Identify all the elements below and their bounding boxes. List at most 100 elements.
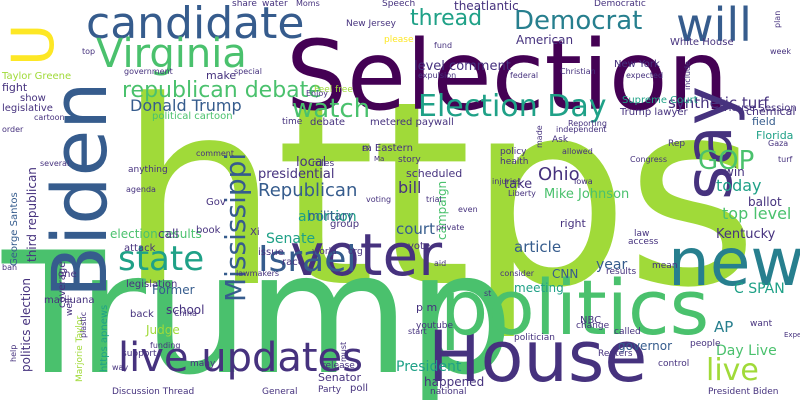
word-senator: Senator <box>318 371 362 384</box>
word-abortion: abortion <box>298 209 357 225</box>
word-speech: Speech <box>382 0 416 9</box>
word-special: special <box>234 67 262 76</box>
word-president-biden: President Biden <box>708 387 779 397</box>
word-republican: Republican <box>258 180 358 201</box>
word-st: st <box>484 289 492 298</box>
word-anything: anything <box>128 165 168 175</box>
word-senate: Senate <box>266 231 316 247</box>
word-back: back <box>130 309 154 320</box>
word-ma: Ma <box>374 155 385 163</box>
word-law: law <box>634 229 650 239</box>
word-debate: debate <box>310 117 346 128</box>
word-several: several <box>40 159 70 168</box>
word-race: race <box>282 257 304 268</box>
word-called: called <box>614 327 641 337</box>
word-metered-paywall: metered paywall <box>370 117 454 128</box>
word-water: water <box>262 0 288 9</box>
word-political-cartoon: political cartoon <box>152 111 233 122</box>
word-gov: Gov <box>206 197 226 208</box>
word-vote: vote <box>408 241 431 252</box>
word-congress: Congress <box>630 155 667 164</box>
word-ask: Ask <box>552 135 569 145</box>
word-presidential: presidential <box>258 167 335 182</box>
word-share: share <box>232 0 257 9</box>
word-kentucky: Kentucky <box>716 227 776 242</box>
word-access: access <box>628 237 659 247</box>
word-nbc: NBC <box>580 315 602 326</box>
word-selection: Selection <box>286 20 729 132</box>
word-enjoy: Enjoy <box>306 89 328 98</box>
word-trump-lawyer: Trump lawyer <box>620 107 688 118</box>
word-voter: voter <box>290 221 443 289</box>
word-lawmakers: lawmakers <box>236 269 280 278</box>
word-win: win <box>724 165 745 179</box>
word-politics-election: politics election <box>19 277 33 372</box>
word-people: people <box>690 339 721 349</box>
word-white-house: White House <box>670 37 734 48</box>
word-ex: Ex <box>362 145 371 153</box>
word-poll: poll <box>350 383 369 394</box>
word-help: help <box>9 344 18 362</box>
word-marijuana: marijuana <box>44 295 95 306</box>
word-https: https <box>118 47 758 344</box>
word-school: school <box>166 303 205 317</box>
word-make: make <box>206 69 237 82</box>
word-level-comment: level comment <box>414 59 511 74</box>
word-politics: politics <box>440 263 710 352</box>
word-even: even <box>458 205 478 214</box>
word-general: General <box>262 387 298 397</box>
word-trial: trial <box>426 195 442 204</box>
word-made: made <box>535 125 544 148</box>
word-change: change <box>576 321 610 331</box>
word-ohio: Ohio <box>538 164 580 185</box>
word-politician: politician <box>514 333 555 343</box>
word-democrat: Democrat <box>514 6 643 36</box>
word-independent: independent <box>556 125 607 134</box>
word-governor: governor <box>618 339 673 353</box>
word-please: please <box>384 35 414 45</box>
word-expected: expected <box>626 71 664 80</box>
word-new: new <box>668 224 800 301</box>
word-issue: issue <box>258 247 284 258</box>
word-legislation: legislation <box>126 279 178 290</box>
word-plastic: plastic <box>79 311 88 338</box>
word-time: time <box>282 117 303 127</box>
word-bill: bill <box>398 178 422 197</box>
word-right: right <box>560 217 586 230</box>
word-court: court <box>396 220 435 238</box>
word-turf: turf <box>778 155 793 164</box>
word-year: year <box>596 257 628 273</box>
word-gaza: Gaza <box>768 139 789 148</box>
word-taylor-greene: Taylor Greene <box>2 71 72 82</box>
word-happened: happened <box>424 375 485 389</box>
word-thread: thread <box>410 6 483 31</box>
word-one: one <box>58 269 77 280</box>
word-https-apnews: https apnews <box>99 304 110 372</box>
word-mike-johnson: Mike Johnson <box>544 187 630 202</box>
word-reporting: Reporting <box>568 119 607 128</box>
word-u: U <box>0 23 67 66</box>
word-today: today <box>716 176 762 195</box>
word-want: want <box>750 319 773 329</box>
word-israel: Israel <box>258 239 357 280</box>
word-china: China <box>174 309 197 318</box>
word-c-span: C SPAN <box>734 281 785 297</box>
word-expert: Expert <box>784 331 800 339</box>
word-election-day: Election Day <box>418 89 607 124</box>
word-military: military <box>308 209 354 223</box>
word-book: book <box>196 225 221 236</box>
word-liberty: Liberty <box>508 189 536 198</box>
word-legislative: legislative <box>2 103 53 114</box>
word-american: American <box>516 33 574 47</box>
word-week: week <box>770 47 792 56</box>
word-third-republican: third republican <box>25 167 39 262</box>
word-story: story <box>398 155 421 165</box>
word-scheduled: scheduled <box>406 167 463 180</box>
word-supreme-court: Supreme Court <box>622 95 698 106</box>
word-consider: consider <box>500 269 535 278</box>
word-release: release <box>322 361 355 371</box>
word-government: government <box>124 67 173 76</box>
word-voting: voting <box>366 195 392 204</box>
word-top: top <box>82 47 96 56</box>
word-party: Party <box>318 385 342 395</box>
